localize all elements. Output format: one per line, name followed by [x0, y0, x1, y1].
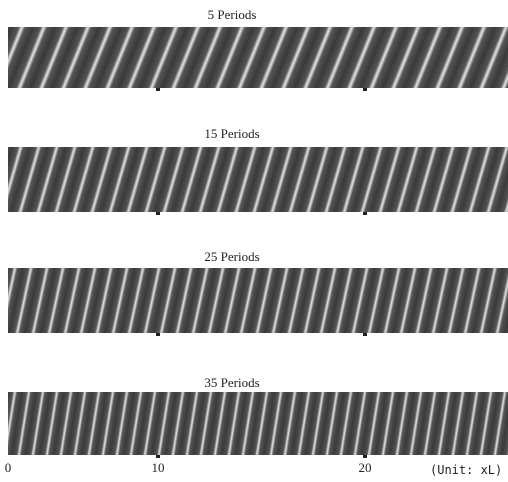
unit-label: (Unit: xL)	[430, 463, 502, 477]
panel: 25 Periods	[8, 249, 508, 333]
wave-image	[8, 392, 508, 455]
tick-mark	[363, 212, 367, 215]
wave-image	[8, 268, 508, 333]
panel-title: 5 Periods	[208, 7, 257, 22]
tick-mark	[156, 455, 160, 458]
wave-image	[8, 27, 508, 88]
x-tick-label: 20	[359, 460, 372, 475]
tick-mark	[363, 88, 367, 91]
x-tick-label: 0	[5, 460, 12, 475]
panel-title: 25 Periods	[204, 249, 259, 264]
tick-mark	[156, 212, 160, 215]
panel: 35 Periods	[8, 375, 508, 455]
figure: 5 Periods 15 Periods 25 Periods 35 Perio…	[0, 0, 508, 482]
tick-mark	[363, 333, 367, 336]
x-tick-label: 10	[152, 460, 165, 475]
panel: 15 Periods	[8, 126, 508, 212]
panel-title: 35 Periods	[204, 375, 259, 390]
tick-mark	[156, 333, 160, 336]
tick-mark	[156, 88, 160, 91]
tick-mark	[363, 455, 367, 458]
wave-image	[8, 147, 508, 212]
panel: 5 Periods	[8, 7, 508, 88]
panel-title: 15 Periods	[204, 126, 259, 141]
